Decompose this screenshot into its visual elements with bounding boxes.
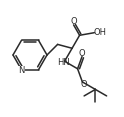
Text: N: N <box>18 66 25 75</box>
Text: OH: OH <box>94 28 107 37</box>
Text: HN: HN <box>57 58 70 67</box>
Text: O: O <box>80 80 87 89</box>
Text: O: O <box>70 17 77 26</box>
Text: O: O <box>79 49 85 58</box>
